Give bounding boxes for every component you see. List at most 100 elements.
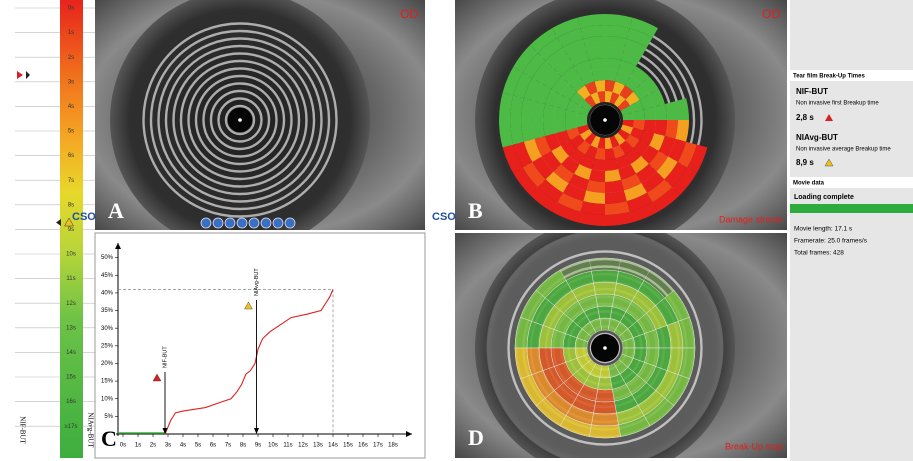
- panel-letter: A: [108, 198, 124, 223]
- x-tick-label: 12s: [298, 443, 308, 449]
- x-tick-label: 7s: [225, 443, 231, 449]
- damage-area: [543, 104, 556, 120]
- detail: Total frames: 428: [794, 250, 844, 257]
- y-tick-label: 15%: [101, 379, 114, 385]
- breakup-sector: [594, 401, 617, 414]
- caption: Break-Up map: [725, 441, 783, 451]
- player-button[interactable]: [249, 218, 259, 228]
- scale-label: ≥17s: [65, 424, 78, 430]
- caption: Damage stream: [719, 214, 783, 224]
- logo: CSO: [432, 211, 456, 223]
- scale-label: 1s: [68, 30, 74, 36]
- logo: CSO: [72, 211, 96, 223]
- player-button[interactable]: [201, 218, 211, 228]
- sidebar: Tear film Break-Up Times NIF-BUT Non inv…: [790, 0, 913, 461]
- reflex: [238, 118, 242, 122]
- player-button[interactable]: [213, 218, 223, 228]
- scale-label: 3s: [68, 79, 74, 85]
- item-name: NIF-BUT: [796, 87, 828, 96]
- x-tick-label: 4s: [180, 443, 186, 449]
- player-button[interactable]: [285, 218, 295, 228]
- item-value: 8,9 s: [796, 158, 814, 167]
- y-tick-label: 25%: [101, 343, 114, 349]
- damage-area: [605, 58, 621, 71]
- scale-label: 7s: [68, 178, 74, 184]
- panel-a: A OD CSO: [72, 0, 425, 250]
- panel-letter: D: [468, 425, 484, 450]
- screen: NIF-BUT NIAvg-BUT 0s1s2s3s4s5s6s7s8s9s10…: [0, 0, 913, 461]
- section-title: Tear film Break-Up Times: [793, 74, 865, 80]
- player-button[interactable]: [237, 218, 247, 228]
- x-tick-label: 0s: [120, 443, 126, 449]
- panel-b: B OD Damage stream CSO: [432, 0, 787, 250]
- x-tick-label: 2s: [150, 443, 156, 449]
- marker-label: NIF-BUT: [162, 346, 168, 368]
- player-button[interactable]: [273, 218, 283, 228]
- x-tick-label: 5s: [195, 443, 201, 449]
- breakup-sector: [598, 378, 613, 390]
- panel-letter: B: [468, 198, 483, 223]
- breakup-sector: [589, 425, 620, 438]
- item-name: NIAvg-BUT: [796, 133, 838, 142]
- scale-label: 4s: [68, 104, 74, 110]
- player-button[interactable]: [225, 218, 235, 228]
- eye-view: [455, 0, 787, 250]
- x-tick-label: 9s: [255, 443, 261, 449]
- scale-label: 9s: [68, 227, 74, 233]
- x-tick-label: 15s: [343, 443, 353, 449]
- damage-area: [543, 120, 556, 136]
- x-tick-label: 8s: [240, 443, 246, 449]
- detail: Movie length: 17.1 s: [794, 226, 853, 233]
- scale-label: 13s: [66, 325, 76, 331]
- x-tick-label: 14s: [328, 443, 338, 449]
- breakup-sector: [591, 413, 618, 426]
- y-tick-label: 45%: [101, 273, 114, 279]
- breakup-sector: [596, 389, 615, 402]
- x-tick-label: 18s: [388, 443, 398, 449]
- reflex: [603, 346, 607, 350]
- breakup-sector: [591, 270, 618, 283]
- x-tick-label: 11s: [283, 443, 292, 449]
- section-title: Movie data: [793, 181, 825, 187]
- panel-d: D Break-Up map: [455, 218, 787, 461]
- item-description: Non invasive average Breakup time: [796, 147, 891, 153]
- reflex: [603, 118, 607, 122]
- x-tick-label: 10s: [268, 443, 278, 449]
- item-value: 2,8 s: [796, 113, 814, 122]
- x-tick-label: 3s: [165, 443, 171, 449]
- breakup-sector: [594, 282, 617, 295]
- scale-label: 8s: [68, 202, 74, 208]
- breakup-sector: [589, 258, 620, 271]
- y-tick-label: 20%: [101, 361, 114, 367]
- progress-bar: [790, 204, 913, 213]
- scale-label: 10s: [66, 252, 76, 258]
- breakup-sector: [596, 294, 615, 307]
- scale-label: 16s: [66, 399, 76, 405]
- scale-label: 5s: [68, 129, 74, 135]
- scale-label: 2s: [68, 55, 74, 61]
- y-tick-label: 35%: [101, 308, 114, 314]
- x-tick-label: 13s: [313, 443, 323, 449]
- detail: Framerate: 25.0 frames/s: [794, 238, 868, 245]
- y-tick-label: 30%: [101, 326, 114, 332]
- y-tick-label: 50%: [101, 255, 114, 261]
- scale-right-label: NIAvg-BUT: [86, 412, 94, 448]
- x-tick-label: 17s: [373, 443, 383, 449]
- breakup-sector: [598, 306, 613, 318]
- item-description: Non invasive first Breakup time: [796, 101, 879, 107]
- scale-label: 12s: [66, 301, 76, 307]
- x-tick-label: 16s: [358, 443, 368, 449]
- eye-side: OD: [762, 7, 780, 21]
- damage-area: [654, 120, 667, 136]
- player-button[interactable]: [261, 218, 271, 228]
- scale-left-label: NIF-BUT: [18, 416, 26, 444]
- scale-label: 11s: [66, 276, 75, 282]
- damage-area: [605, 169, 621, 182]
- y-tick-label: 10%: [101, 396, 114, 402]
- scale-label: 0s: [68, 6, 74, 12]
- eye-side: OD: [400, 7, 418, 21]
- y-tick-label: 40%: [101, 290, 114, 296]
- damage-area: [654, 104, 667, 120]
- panel-letter: C: [101, 426, 117, 451]
- damage-area: [589, 169, 605, 182]
